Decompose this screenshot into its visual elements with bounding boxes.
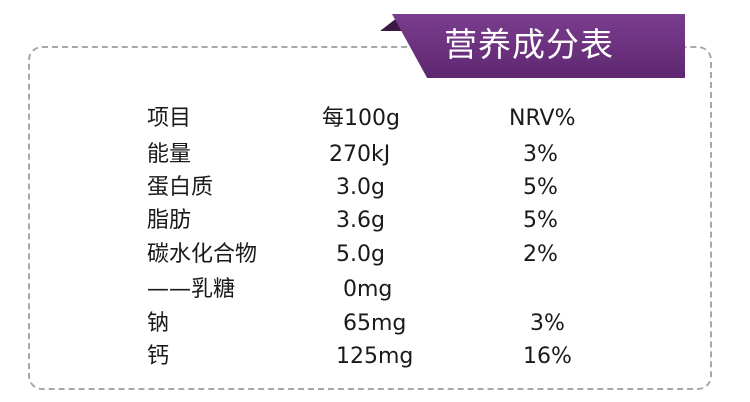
table-row: 钠 65mg 3% bbox=[0, 309, 750, 339]
row-nrv: 5% bbox=[509, 175, 558, 200]
row-amount: 65mg bbox=[322, 311, 407, 336]
row-amount: 3.6g bbox=[322, 208, 385, 233]
row-nrv: 3% bbox=[509, 142, 558, 167]
table-row: 能量 270kJ 3% bbox=[0, 140, 750, 170]
row-amount: 0mg bbox=[322, 277, 393, 302]
header-amount: 每100g bbox=[322, 106, 400, 131]
row-nrv: 2% bbox=[509, 242, 558, 267]
row-amount: 270kJ bbox=[322, 142, 391, 167]
page-title: 营养成分表 bbox=[444, 25, 614, 64]
table-frame bbox=[28, 46, 712, 390]
row-name: 钙 bbox=[147, 344, 170, 369]
table-header: 项目 每100g NRV% bbox=[0, 104, 750, 134]
table-row: 蛋白质 3.0g 5% bbox=[0, 173, 750, 203]
table-row: 脂肪 3.6g 5% bbox=[0, 206, 750, 236]
row-nrv: 16% bbox=[509, 344, 572, 369]
row-name: ——乳糖 bbox=[147, 277, 236, 302]
header-nrv: NRV% bbox=[509, 106, 576, 131]
row-nrv: 3% bbox=[509, 311, 565, 336]
row-nrv: 5% bbox=[509, 208, 558, 233]
row-amount: 125mg bbox=[322, 344, 414, 369]
title-banner bbox=[392, 14, 685, 78]
row-amount: 3.0g bbox=[322, 175, 385, 200]
row-name: 钠 bbox=[147, 311, 170, 336]
table-row: ——乳糖 0mg bbox=[0, 275, 750, 305]
row-name: 能量 bbox=[147, 142, 192, 167]
table-row: 钙 125mg 16% bbox=[0, 342, 750, 372]
header-name: 项目 bbox=[147, 106, 192, 131]
row-name: 蛋白质 bbox=[147, 175, 214, 200]
row-amount: 5.0g bbox=[322, 242, 385, 267]
row-name: 碳水化合物 bbox=[147, 242, 258, 267]
row-name: 脂肪 bbox=[147, 208, 192, 233]
table-row: 碳水化合物 5.0g 2% bbox=[0, 240, 750, 270]
